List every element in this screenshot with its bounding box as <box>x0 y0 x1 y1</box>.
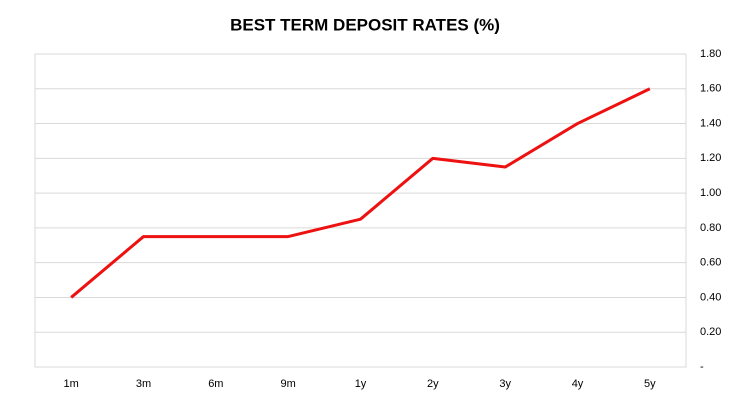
x-tick-label: 2y <box>427 378 439 390</box>
y-tick-label: 1.40 <box>700 117 721 129</box>
y-tick-label: 0.40 <box>700 291 721 303</box>
x-tick-label: 1m <box>64 378 79 390</box>
line <box>70 87 651 299</box>
x-tick-label: 3m <box>136 378 151 390</box>
x-tick-label: 9m <box>281 378 296 390</box>
y-tick-label: 1.20 <box>700 152 721 164</box>
y-tick-label: 0.60 <box>700 257 721 269</box>
x-tick-label: 6m <box>208 378 223 390</box>
y-tick-label: 1.60 <box>700 83 721 95</box>
chart-title: BEST TERM DEPOSIT RATES (%) <box>230 15 500 34</box>
y-tick-label: 1.80 <box>700 48 721 60</box>
plot-border <box>34 53 687 368</box>
x-tick-label: 4y <box>572 378 584 390</box>
x-tick-label: 1y <box>355 378 367 390</box>
y-tick-label: 1.00 <box>700 187 721 199</box>
y-tick-label: 0.20 <box>700 326 721 338</box>
x-tick-label: 3y <box>499 378 511 390</box>
x-tick-label: 5y <box>644 378 656 390</box>
y-tick-label: - <box>700 361 704 373</box>
y-tick-label: 0.80 <box>700 222 721 234</box>
